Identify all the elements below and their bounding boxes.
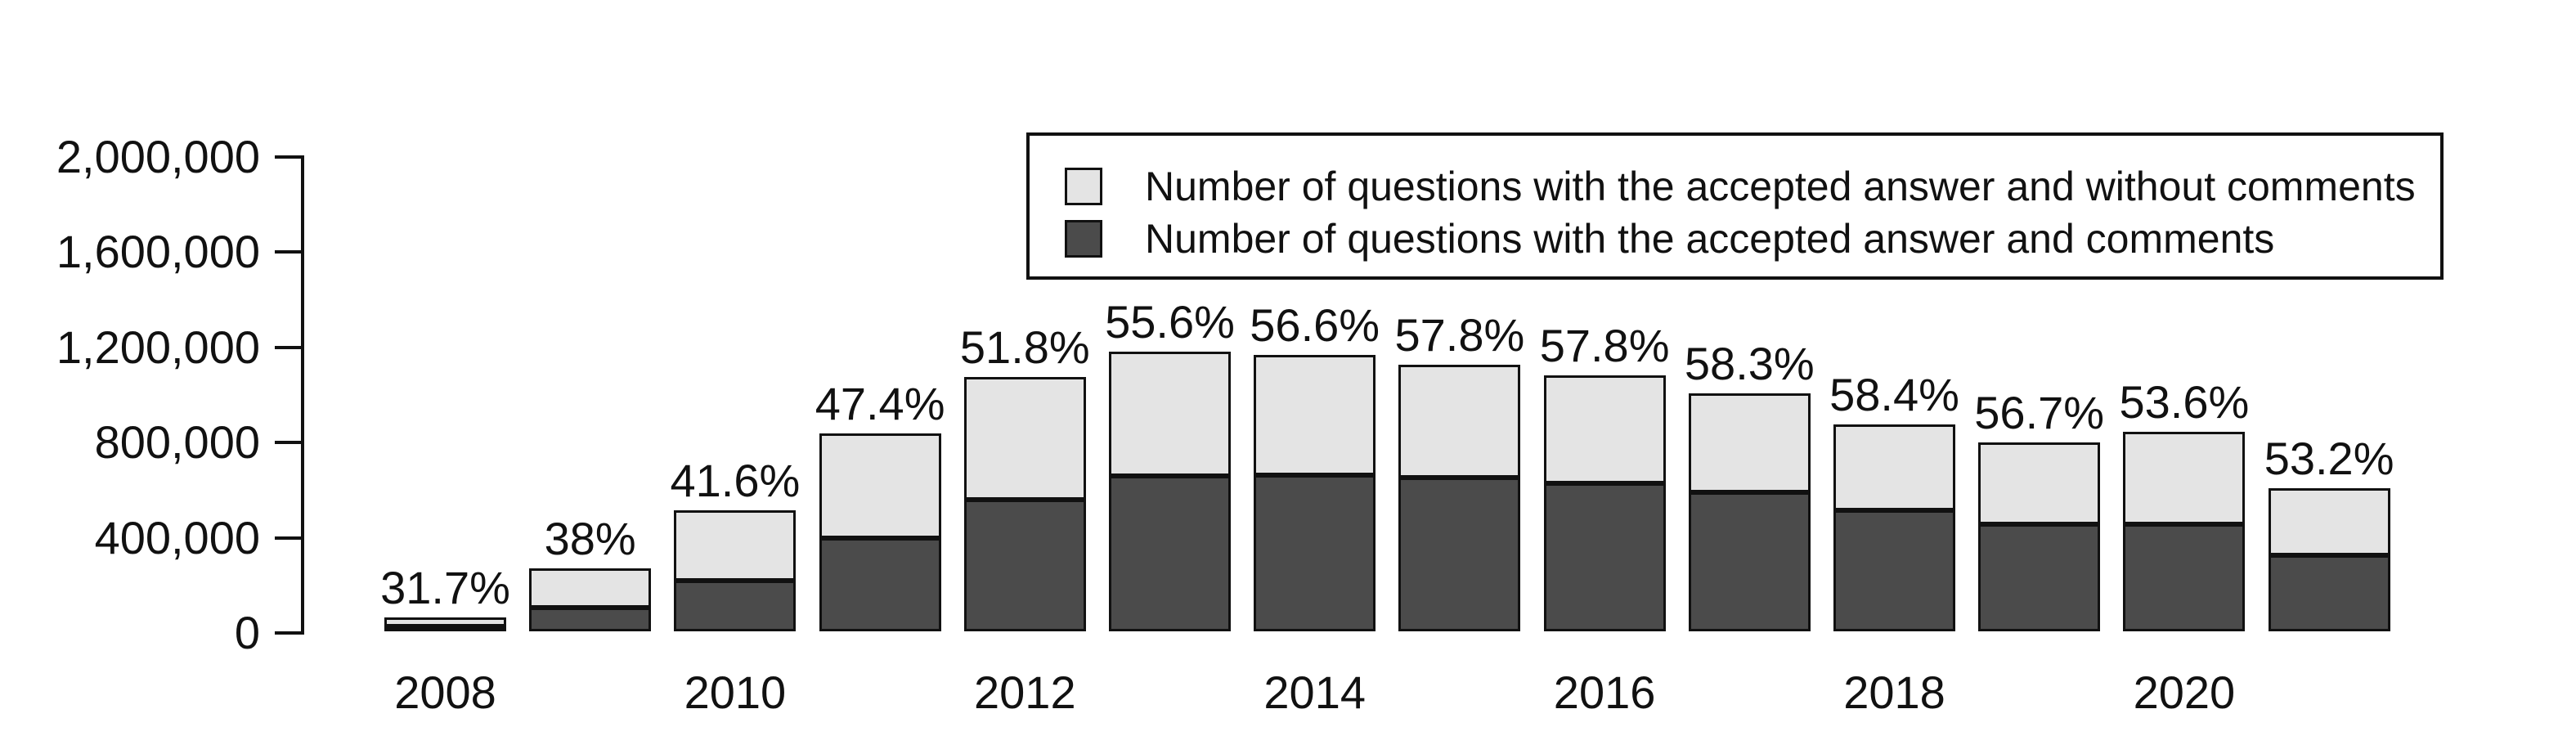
bar-percentage-label: 56.6% <box>1250 299 1380 352</box>
bar-segment-with-comments-2019 <box>1978 523 2101 631</box>
y-axis-tick <box>275 345 303 349</box>
bar-segment-without-comments-2019 <box>1978 442 2101 524</box>
bar-segment-without-comments-2010 <box>674 509 797 581</box>
legend-entry-without-comments: Number of questions with the accepted an… <box>1030 162 2440 211</box>
y-axis-tick <box>275 155 303 159</box>
bar-percentage-label: 41.6% <box>670 454 801 506</box>
bar-segment-with-comments-2012 <box>963 499 1086 631</box>
bar-segment-without-comments-2013 <box>1109 352 1231 476</box>
x-axis-label: 2014 <box>1263 666 1366 718</box>
bar-segment-with-comments-2017 <box>1688 492 1811 631</box>
y-axis-tick-label: 1,200,000 <box>56 321 260 373</box>
bar-percentage-label: 47.4% <box>815 378 945 430</box>
bar-percentage-label: 53.6% <box>2119 375 2250 428</box>
x-axis-label: 2010 <box>684 666 787 718</box>
bar-percentage-label: 31.7% <box>380 561 510 613</box>
x-axis-label: 2008 <box>394 666 496 718</box>
bar-percentage-label: 57.8% <box>1394 309 1525 361</box>
bar-percentage-label: 51.8% <box>959 321 1090 373</box>
bar-segment-without-comments-2008 <box>384 617 506 627</box>
y-axis-tick <box>275 250 303 254</box>
y-axis-tick-label: 1,600,000 <box>56 226 260 278</box>
bar-segment-without-comments-2012 <box>963 376 1086 500</box>
y-axis-tick-label: 400,000 <box>94 511 260 563</box>
bar-percentage-label: 38% <box>544 512 636 564</box>
bar-segment-without-comments-2016 <box>1543 375 1666 484</box>
bar-segment-without-comments-2017 <box>1688 393 1811 493</box>
legend-label-with-comments: Number of questions with the accepted an… <box>1145 216 2275 262</box>
legend-swatch-without-comments <box>1065 168 1102 205</box>
bar-segment-with-comments-2021 <box>2268 555 2390 631</box>
bar-segment-without-comments-2021 <box>2268 488 2390 556</box>
bar-segment-with-comments-2008 <box>384 626 506 632</box>
bar-segment-with-comments-2010 <box>674 581 797 631</box>
bar-percentage-label: 53.2% <box>2264 433 2394 485</box>
bar-percentage-label: 56.7% <box>1974 386 2105 438</box>
x-axis-label: 2018 <box>1843 666 1945 718</box>
bar-segment-with-comments-2018 <box>1833 510 1955 631</box>
bar-segment-without-comments-2020 <box>2123 431 2246 525</box>
x-axis-label: 2020 <box>2133 666 2236 718</box>
bar-percentage-label: 57.8% <box>1539 320 1670 372</box>
x-axis-label: 2016 <box>1553 666 1656 718</box>
y-axis-tick-label: 2,000,000 <box>56 131 260 182</box>
y-axis-tick <box>275 631 303 635</box>
bar-segment-without-comments-2014 <box>1254 355 1376 475</box>
bar-segment-with-comments-2013 <box>1109 475 1231 631</box>
y-axis-tick-label: 800,000 <box>94 416 260 469</box>
bar-percentage-label: 58.3% <box>1684 338 1815 389</box>
legend-swatch-with-comments <box>1065 220 1102 258</box>
bar-segment-without-comments-2015 <box>1398 365 1521 478</box>
bar-segment-with-comments-2009 <box>529 607 652 631</box>
legend: Number of questions with the accepted an… <box>1026 132 2444 280</box>
y-axis-tick-label: 0 <box>234 607 260 658</box>
bar-segment-without-comments-2009 <box>529 568 652 608</box>
legend-entry-with-comments: Number of questions with the accepted an… <box>1030 214 2440 263</box>
x-axis-label: 2012 <box>974 666 1076 718</box>
bar-percentage-label: 58.4% <box>1829 368 1959 420</box>
bar-segment-without-comments-2011 <box>819 433 941 538</box>
bar-segment-with-comments-2020 <box>2123 524 2246 631</box>
bar-segment-with-comments-2014 <box>1254 474 1376 631</box>
bar-segment-with-comments-2011 <box>819 537 941 631</box>
legend-label-without-comments: Number of questions with the accepted an… <box>1145 164 2416 209</box>
bar-segment-with-comments-2015 <box>1398 477 1521 631</box>
bar-segment-without-comments-2018 <box>1833 424 1955 511</box>
y-axis-tick <box>275 441 303 445</box>
bar-segment-with-comments-2016 <box>1543 483 1666 631</box>
y-axis-tick <box>275 536 303 540</box>
bar-percentage-label: 55.6% <box>1105 296 1235 348</box>
y-axis-line <box>301 155 304 635</box>
